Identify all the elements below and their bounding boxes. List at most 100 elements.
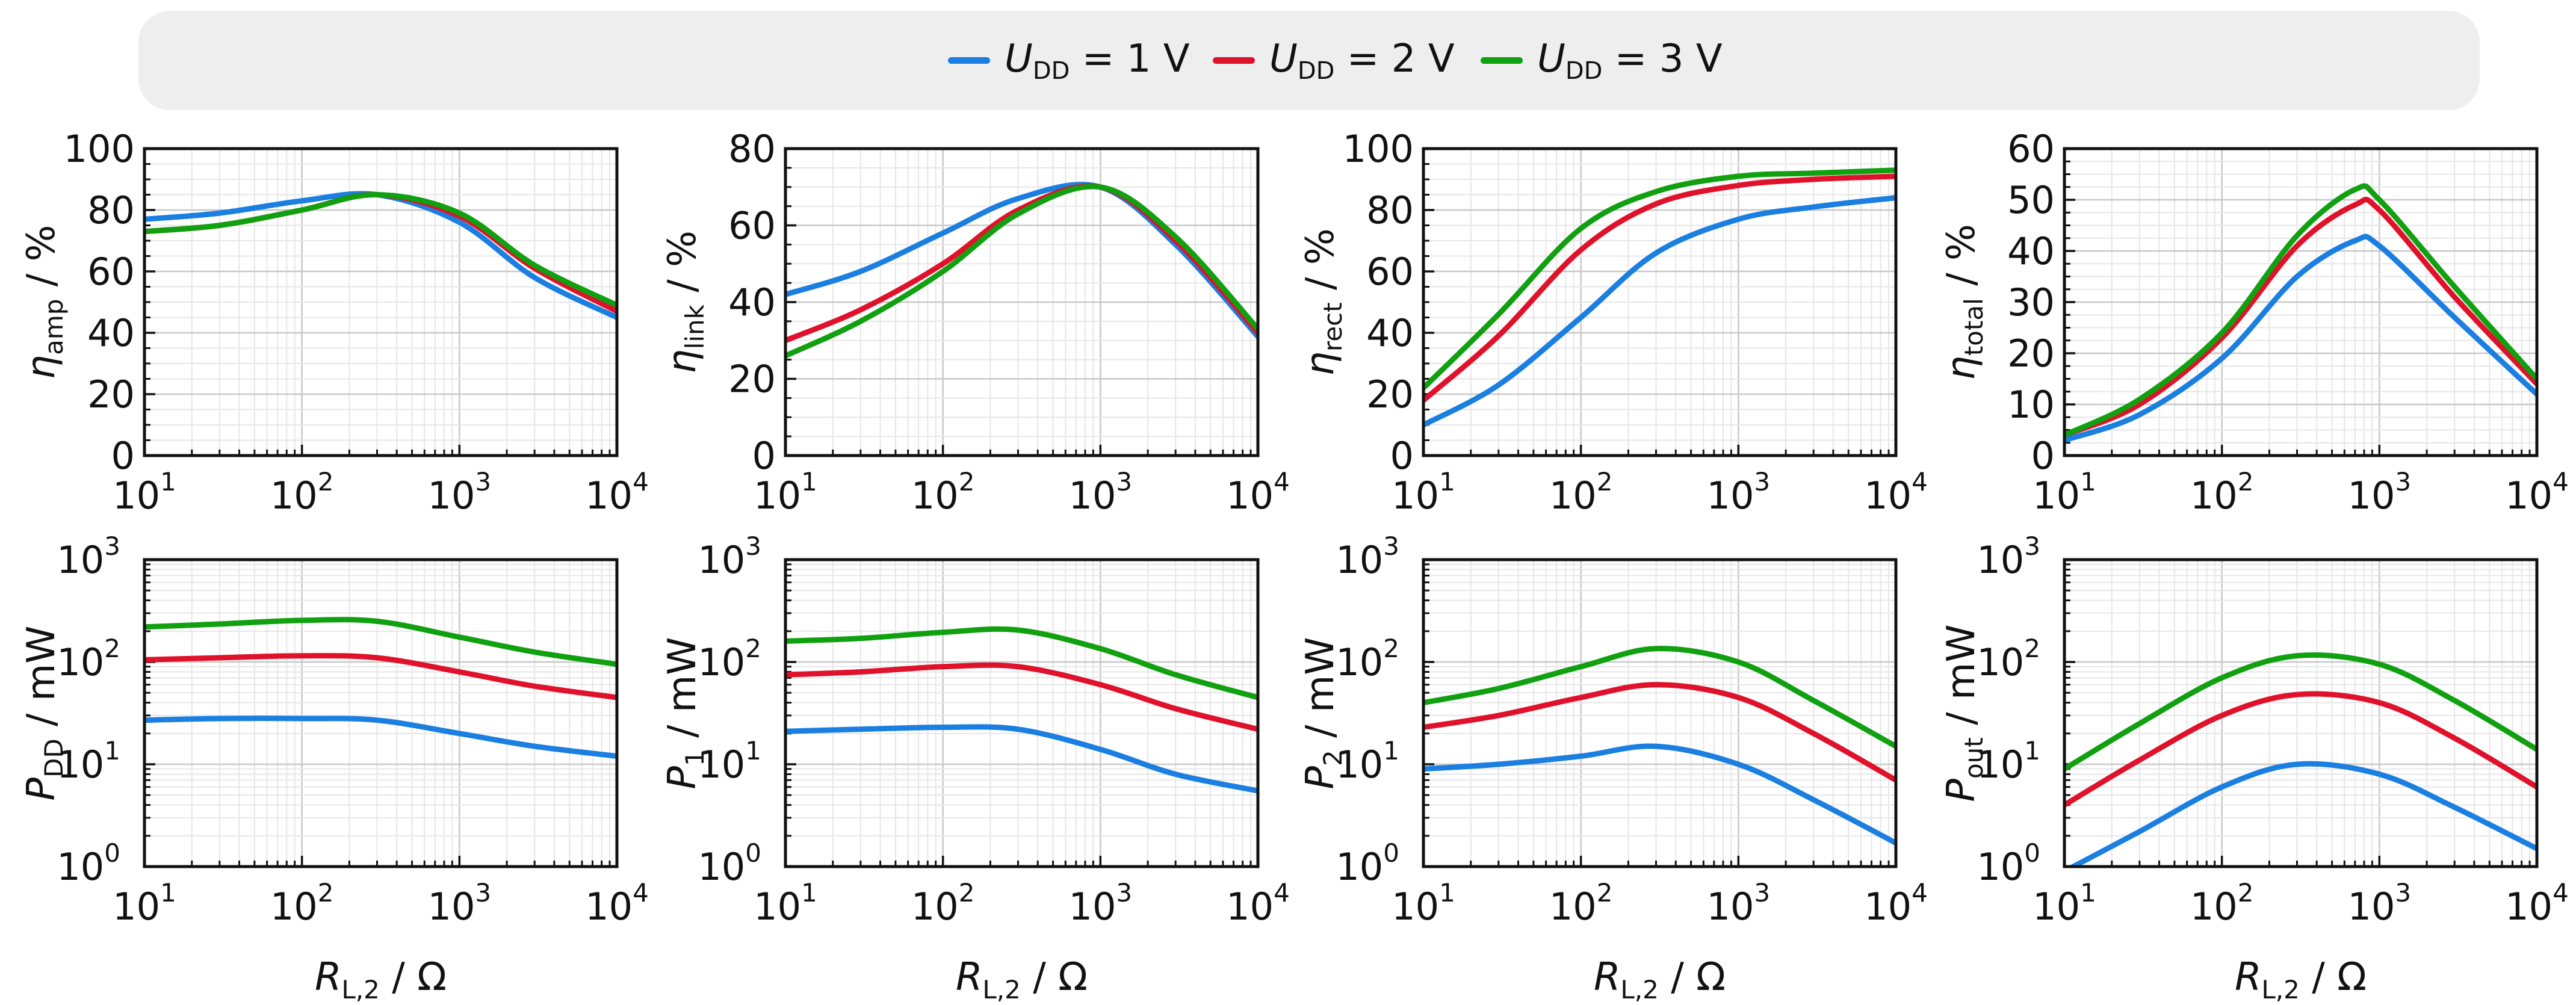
series-line-3	[144, 617, 617, 667]
legend-label-2v: UDD = 2 V	[1269, 36, 1455, 85]
series-line-3	[785, 626, 1258, 700]
series-line-2	[785, 183, 1258, 344]
y-tick-label: 100	[698, 838, 761, 889]
plot-frame	[784, 147, 1260, 457]
x-tick-label: 102	[2190, 467, 2254, 518]
y-tick-label: 10	[2007, 383, 2055, 427]
series-line-3	[785, 184, 1258, 359]
y-tick-label: 40	[87, 311, 135, 355]
x-tick-label: 104	[1864, 878, 1928, 929]
x-tick-label: 102	[2190, 878, 2254, 929]
y-axis-label: Pout / mW	[1939, 624, 1989, 802]
y-tick-label: 102	[57, 634, 120, 684]
series-line-3	[1423, 167, 1896, 391]
y-axis-label: ηamp / %	[19, 225, 69, 380]
legend-item-1v: UDD = 1 V	[948, 11, 1190, 110]
series-line-1	[785, 724, 1258, 794]
series-line-1	[144, 716, 617, 759]
y-axis-label: ηtotal / %	[1939, 224, 1989, 380]
x-tick-label: 102	[270, 878, 334, 929]
plot-frame	[2063, 558, 2539, 868]
plot-frame	[2063, 147, 2539, 457]
x-tick-label: 104	[1864, 467, 1928, 518]
series-line-3	[2064, 183, 2537, 438]
legend-label-3v: UDD = 3 V	[1537, 36, 1723, 85]
legend-item-3v: UDD = 3 V	[1481, 11, 1723, 110]
x-tick-label: 103	[2348, 467, 2412, 518]
y-tick-label: 20	[1366, 373, 1414, 416]
series-line-2	[2064, 197, 2537, 438]
x-tick-label: 103	[2348, 878, 2412, 929]
y-tick-label: 60	[2007, 127, 2055, 171]
y-tick-label: 101	[57, 736, 120, 787]
y-tick-label: 100	[57, 838, 120, 889]
series-line-1	[2067, 761, 2537, 867]
x-tick-label: 104	[585, 878, 649, 929]
y-tick-label: 40	[2007, 229, 2055, 273]
x-tick-label: 103	[1707, 467, 1771, 518]
y-tick-label: 0	[2031, 434, 2055, 478]
x-tick-label: 104	[2505, 878, 2569, 929]
y-tick-label: 40	[1366, 311, 1414, 355]
y-tick-label: 103	[1977, 531, 2040, 582]
y-tick-label: 102	[1977, 634, 2040, 684]
y-tick-label: 80	[1366, 188, 1414, 232]
y-tick-label: 40	[728, 280, 776, 324]
y-tick-label: 0	[1390, 434, 1414, 478]
x-axis-label: RL,2 / Ω	[315, 955, 447, 1004]
series-line-1	[1423, 195, 1896, 428]
y-tick-label: 60	[1366, 250, 1414, 294]
legend: UDD = 1 V UDD = 2 V UDD = 3 V	[138, 11, 2480, 110]
x-tick-label: 104	[1226, 878, 1290, 929]
plot-frame	[1422, 147, 1898, 457]
x-tick-label: 104	[585, 467, 649, 518]
legend-item-2v: UDD = 2 V	[1213, 11, 1455, 110]
series-line-1	[1423, 743, 1896, 846]
y-axis-label: PDD / mW	[19, 625, 69, 800]
legend-swatch-2v	[1213, 57, 1255, 64]
y-tick-label: 103	[698, 531, 761, 582]
y-tick-label: 103	[57, 531, 120, 582]
x-tick-label: 102	[911, 467, 975, 518]
y-tick-label: 100	[1343, 127, 1414, 171]
series-line-2	[144, 653, 617, 700]
x-tick-label: 101	[2033, 878, 2096, 929]
y-tick-label: 60	[728, 204, 776, 248]
y-tick-label: 30	[2007, 280, 2055, 324]
plot-frame	[143, 558, 619, 868]
y-axis-label: ηrect / %	[1298, 228, 1348, 376]
series-line-2	[2064, 691, 2537, 808]
series-line-2	[1423, 173, 1896, 403]
plot-frame	[1422, 558, 1898, 868]
x-axis-label: RL,2 / Ω	[2235, 955, 2367, 1004]
y-tick-label: 20	[728, 357, 776, 401]
y-tick-label: 20	[2007, 332, 2055, 376]
x-tick-label: 104	[1226, 467, 1290, 518]
x-axis-label: RL,2 / Ω	[1594, 955, 1726, 1004]
x-tick-label: 103	[1069, 467, 1133, 518]
y-tick-label: 80	[87, 188, 135, 232]
series-line-1	[2064, 233, 2537, 443]
x-tick-label: 102	[1549, 878, 1613, 929]
y-tick-label: 50	[2007, 178, 2055, 222]
x-tick-label: 102	[911, 878, 975, 929]
series-line-3	[2064, 652, 2537, 772]
series-line-3	[1423, 646, 1896, 749]
series-line-3	[144, 191, 617, 308]
y-tick-label: 0	[111, 434, 135, 478]
series-line-1	[785, 182, 1258, 339]
series-line-2	[1423, 682, 1896, 783]
y-tick-label: 60	[87, 250, 135, 294]
x-tick-label: 101	[113, 878, 176, 929]
legend-swatch-3v	[1481, 57, 1523, 64]
x-tick-label: 104	[2505, 467, 2569, 518]
